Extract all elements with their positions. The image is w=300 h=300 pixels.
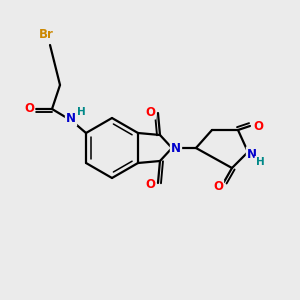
Text: O: O: [145, 178, 155, 190]
Text: H: H: [76, 107, 85, 117]
Text: H: H: [256, 157, 264, 167]
Text: N: N: [66, 112, 76, 125]
Text: N: N: [247, 148, 257, 160]
Text: N: N: [171, 142, 181, 154]
Text: O: O: [145, 106, 155, 118]
Text: O: O: [24, 103, 34, 116]
Text: Br: Br: [39, 28, 53, 41]
Text: O: O: [213, 181, 223, 194]
Text: O: O: [253, 119, 263, 133]
